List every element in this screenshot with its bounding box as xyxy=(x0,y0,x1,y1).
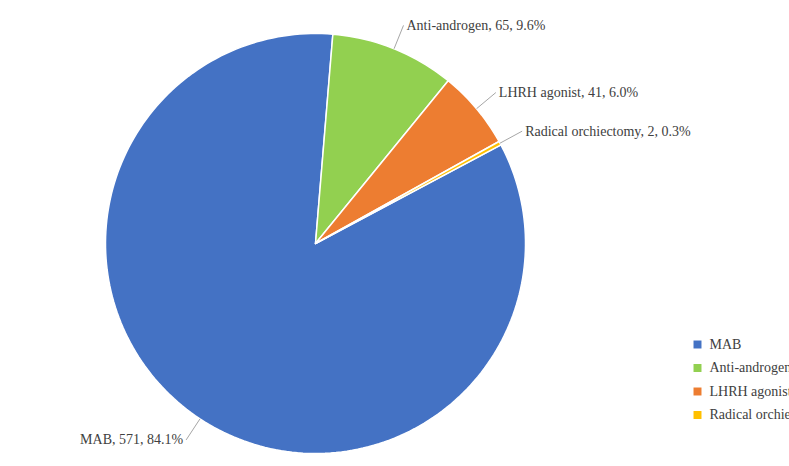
svg-text:MAB, 571, 84.1%: MAB, 571, 84.1% xyxy=(80,432,183,447)
svg-text:Radical orchiectomy, 2, 0.3%: Radical orchiectomy, 2, 0.3% xyxy=(525,124,691,139)
svg-text:MAB: MAB xyxy=(710,337,742,352)
svg-text:Anti-androgen: Anti-androgen xyxy=(710,360,789,375)
svg-text:Anti-androgen, 65, 9.6%: Anti-androgen, 65, 9.6% xyxy=(406,18,545,33)
svg-text:LHRH agonist, 41, 6.0%: LHRH agonist, 41, 6.0% xyxy=(499,85,639,100)
svg-text:Radical orchiectomy: Radical orchiectomy xyxy=(710,407,789,422)
svg-text:LHRH agonist: LHRH agonist xyxy=(710,384,789,399)
